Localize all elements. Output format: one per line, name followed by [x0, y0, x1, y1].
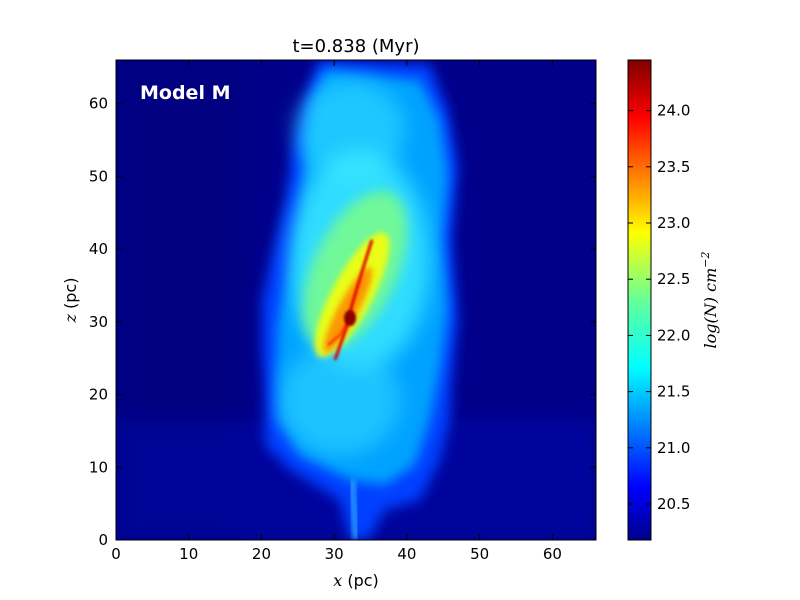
colorbar-tick-label: 22.5: [657, 270, 690, 288]
y-tick-label: 60: [89, 95, 108, 113]
y-axis-ticks: 0 10 20 30 40 50 60: [89, 95, 596, 549]
y-axis-label: z (pc): [61, 278, 80, 324]
x-tick-label: 10: [179, 545, 198, 563]
y-tick-label: 50: [89, 167, 108, 185]
colorbar-tick-label: 23.5: [657, 158, 690, 176]
x-tick-label: 40: [397, 545, 416, 563]
plot-frame: [115, 59, 597, 541]
x-axis-label: x (pc): [333, 571, 379, 590]
y-tick-label: 0: [98, 531, 108, 549]
x-tick-label: 30: [325, 545, 344, 563]
y-tick-label: 40: [89, 240, 108, 258]
colorbar-tick-label: 20.5: [657, 495, 690, 513]
colorbar: 20.5 21.0 21.5 22.0 22.5 23.0 23.5 24.0 log(N) …: [627, 59, 720, 541]
colorbar-tick-label: 24.0: [657, 102, 690, 120]
x-tick-label: 20: [252, 545, 271, 563]
y-tick-label: 20: [89, 386, 108, 404]
colorbar-tick-label: 22.0: [657, 326, 690, 344]
heatmap-area: [115, 59, 597, 541]
colorbar-ticks: 20.5 21.0 21.5 22.0 22.5 23.0 23.5 24.0: [628, 102, 690, 513]
density-peak: [344, 310, 356, 326]
x-tick-label: 0: [111, 545, 121, 563]
colorbar-tick-label: 21.0: [657, 439, 690, 457]
x-tick-label: 50: [470, 545, 489, 563]
x-tick-label: 60: [543, 545, 562, 563]
colorbar-label: log(N) cm−2: [699, 252, 720, 349]
dense-filament: [333, 239, 374, 361]
colorbar-gradient: [627, 59, 652, 541]
colorbar-tick-label: 21.5: [657, 383, 690, 401]
y-tick-label: 30: [89, 313, 108, 331]
colorbar-tick-label: 23.0: [657, 214, 690, 232]
model-label: Model M: [140, 82, 230, 104]
x-axis-ticks: 0 10 20 30 40 50 60: [111, 60, 562, 563]
y-tick-label: 10: [89, 458, 108, 476]
chart-title: t=0.838 (Myr): [292, 36, 419, 57]
